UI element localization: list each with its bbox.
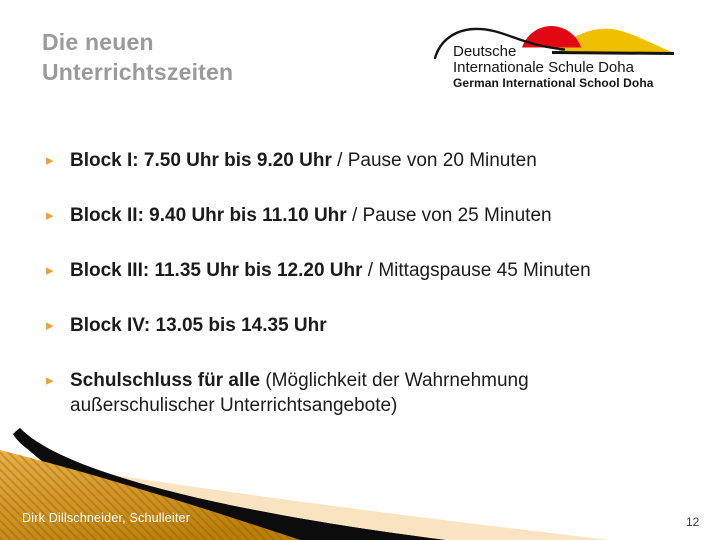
list-item: ▸ Schulschluss für alle (Möglichkeit der… [46,368,698,418]
slide-title: Die neuen Unterrichtszeiten [42,27,233,87]
list-item: ▸ Block III: 11.35 Uhr bis 12.20 Uhr / M… [46,258,698,283]
list-item-text: Block IV: 13.05 bis 14.35 Uhr [70,313,327,338]
bullet-arrow-icon: ▸ [46,207,54,224]
bullet-arrow-icon: ▸ [46,152,54,169]
bullet-arrow-icon: ▸ [46,317,54,334]
list-item-bold: Block III: 11.35 Uhr bis 12.20 Uhr [70,260,363,281]
list-item-text: Block III: 11.35 Uhr bis 12.20 Uhr / Mit… [70,258,591,283]
logo-dunes-icon [433,26,675,60]
list-item-regular: (Möglichkeit der Wahrnehmung außerschuli… [70,370,529,416]
list-item-text: Block I: 7.50 Uhr bis 9.20 Uhr / Pause v… [70,148,537,173]
slide-title-line1: Die neuen [42,29,154,55]
footer-swoosh-decoration [0,428,610,540]
bullet-list: ▸ Block I: 7.50 Uhr bis 9.20 Uhr / Pause… [46,148,698,448]
footer-author: Dirk Dillschneider, Schulleiter [22,511,191,525]
list-item: ▸ Block IV: 13.05 bis 14.35 Uhr [46,313,698,338]
list-item-bold: Block IV: 13.05 bis 14.35 Uhr [70,315,327,336]
list-item-text: Block II: 9.40 Uhr bis 11.10 Uhr / Pause… [70,203,552,228]
list-item-bold: Schulschluss für alle [70,370,261,391]
list-item-regular: / Pause von 25 Minuten [346,205,552,226]
bullet-arrow-icon: ▸ [46,372,54,389]
school-logo: Deutsche Internationale Schule Doha Germ… [428,22,688,100]
logo-name-en: German International School Doha [453,76,654,90]
logo-name-de-2: Internationale Schule Doha [453,59,634,76]
list-item-regular: / Mittagspause 45 Minuten [362,260,591,281]
list-item-regular: / Pause von 20 Minuten [331,150,537,171]
list-item: ▸ Block II: 9.40 Uhr bis 11.10 Uhr / Pau… [46,203,698,228]
bullet-arrow-icon: ▸ [46,262,54,279]
list-item-text: Schulschluss für alle (Möglichkeit der W… [70,368,622,418]
logo-name-de-1: Deutsche [453,43,517,60]
footer-gold-stripes [0,450,300,540]
slide-title-line2: Unterrichtszeiten [42,59,234,85]
list-item-bold: Block I: 7.50 Uhr bis 9.20 Uhr [70,150,332,171]
page-number: 12 [686,515,700,529]
school-logo-text: Deutsche Internationale Schule Doha Germ… [453,43,654,91]
list-item: ▸ Block I: 7.50 Uhr bis 9.20 Uhr / Pause… [46,148,698,173]
list-item-bold: Block II: 9.40 Uhr bis 11.10 Uhr [70,205,347,226]
